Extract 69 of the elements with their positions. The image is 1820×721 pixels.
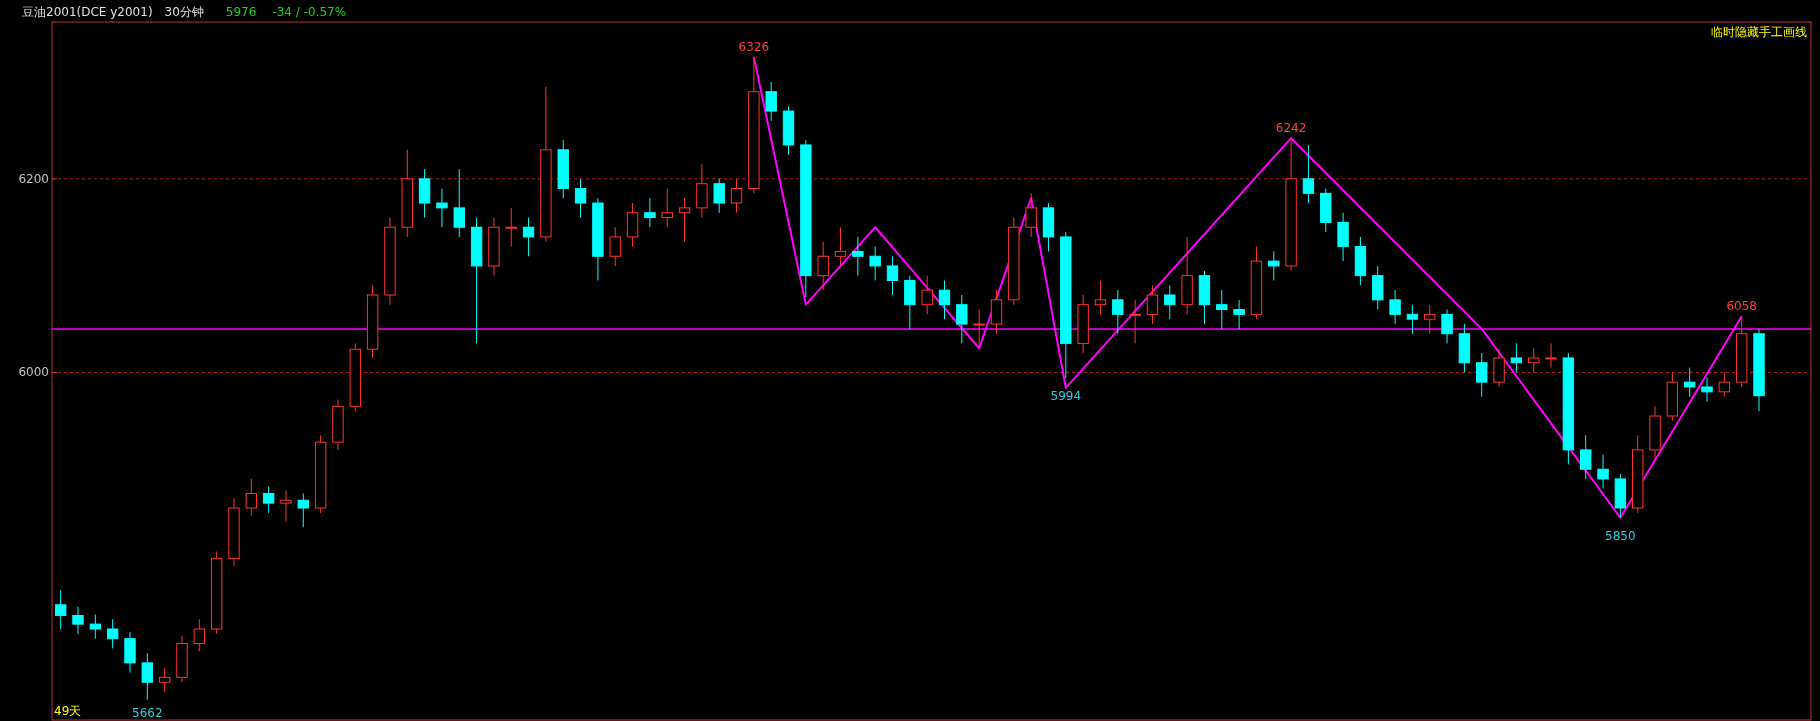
candlestick xyxy=(1129,299,1141,344)
candlestick xyxy=(817,241,829,291)
candlestick xyxy=(453,168,465,238)
annotation: 5662 xyxy=(132,706,163,720)
annotation: 6242 xyxy=(1275,121,1307,136)
candlestick xyxy=(1164,284,1176,320)
candlestick xyxy=(72,606,84,635)
candlestick xyxy=(1233,299,1245,330)
candlestick xyxy=(678,197,691,243)
candlestick xyxy=(921,275,933,315)
text: 5976 xyxy=(225,5,257,19)
candlestick xyxy=(1302,144,1315,204)
candlestick xyxy=(834,226,847,267)
candlestick xyxy=(89,613,102,640)
candlestick xyxy=(1545,342,1557,369)
chart-title: 豆油2001(DCE y2001) xyxy=(22,5,153,19)
text: -34 / -0.57% xyxy=(272,5,347,19)
candlestick xyxy=(54,589,67,630)
candlestick xyxy=(505,207,517,248)
candlestick xyxy=(1216,289,1228,330)
candlestick xyxy=(1094,279,1107,315)
annotation: 临时隐藏手工画线 xyxy=(1711,25,1807,39)
candlestick xyxy=(886,255,899,296)
candlestick xyxy=(938,279,951,320)
candlestick xyxy=(1268,250,1280,281)
candlestick xyxy=(1112,289,1124,335)
candlestick xyxy=(956,294,968,344)
annotation: 5994 xyxy=(1050,389,1082,404)
candlestick xyxy=(262,486,275,514)
annotation: 6326 xyxy=(738,39,770,54)
candlestick xyxy=(574,178,587,219)
candlestick xyxy=(1718,371,1731,398)
candlestick xyxy=(141,652,154,701)
candlestick xyxy=(1406,304,1419,335)
candlestick xyxy=(1146,284,1159,325)
candlestick xyxy=(1597,454,1609,490)
candlestick xyxy=(661,188,673,228)
candlestick xyxy=(297,492,309,528)
candlestick xyxy=(765,81,777,122)
annotation: 6058 xyxy=(1726,299,1757,314)
y-tick-label: 6200 xyxy=(18,171,49,186)
candlestick xyxy=(158,667,171,693)
candlestick xyxy=(713,178,725,214)
y-tick-label: 6000 xyxy=(18,365,49,380)
candlestick xyxy=(106,618,119,649)
candlestick xyxy=(1580,434,1592,480)
candlestick xyxy=(245,478,257,517)
candlestick xyxy=(1424,304,1436,335)
candlestick xyxy=(1528,347,1540,373)
candlestick xyxy=(852,236,864,277)
candlestick xyxy=(1441,309,1453,344)
candlestick xyxy=(644,197,656,228)
candlestick xyxy=(193,618,205,652)
candlestick xyxy=(1510,342,1523,373)
candlestick xyxy=(1389,289,1401,325)
candlestick xyxy=(973,309,985,349)
candlestick xyxy=(869,246,881,281)
chart-subtitle: 30分钟 xyxy=(164,5,204,19)
candlestick xyxy=(1683,367,1696,398)
candlestick xyxy=(730,178,743,214)
candlestick xyxy=(522,217,535,257)
candlestick xyxy=(1701,376,1713,402)
candlestick xyxy=(1025,192,1037,238)
candlestick xyxy=(280,490,292,523)
candlestick xyxy=(1476,352,1488,398)
candlestick xyxy=(436,188,448,228)
annotation: 5850 xyxy=(1605,528,1636,543)
candlestick xyxy=(609,226,621,267)
annotation: 49天 xyxy=(54,704,82,718)
